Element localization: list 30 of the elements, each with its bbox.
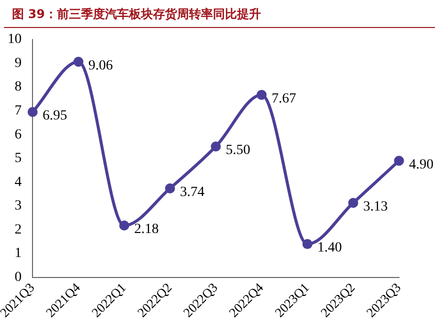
data-label: 3.74 bbox=[180, 185, 205, 200]
y-tick-label: 6 bbox=[14, 127, 22, 142]
data-label: 3.13 bbox=[363, 200, 388, 215]
chart-title: 图 39：前三季度汽车板块存货周转率同比提升 bbox=[4, 0, 435, 28]
point bbox=[28, 106, 38, 117]
point bbox=[73, 56, 84, 67]
data-label: 6.95 bbox=[42, 108, 68, 124]
data-label: 9.06 bbox=[88, 58, 113, 74]
data-label: 2.18 bbox=[134, 222, 159, 238]
point bbox=[119, 220, 130, 230]
y-tick-label: 2 bbox=[14, 222, 22, 238]
point bbox=[394, 156, 404, 166]
data-label: 7.67 bbox=[272, 92, 296, 107]
point bbox=[256, 90, 267, 100]
y-tick-label: 10 bbox=[8, 32, 22, 48]
point bbox=[348, 198, 358, 208]
point bbox=[302, 239, 312, 250]
data-label: 4.90 bbox=[409, 157, 434, 172]
y-tick-label: 5 bbox=[14, 151, 22, 166]
point bbox=[165, 183, 176, 194]
y-tick-label: 3 bbox=[14, 198, 22, 214]
y-tick-label: 0 bbox=[14, 270, 22, 286]
data-label: 5.50 bbox=[226, 143, 250, 158]
y-tick-label: 7 bbox=[14, 103, 22, 118]
point bbox=[210, 141, 221, 152]
y-tick-label: 4 bbox=[14, 174, 22, 190]
y-tick-label: 1 bbox=[14, 246, 22, 262]
y-tick-label: 8 bbox=[14, 80, 22, 95]
y-tick-label: 9 bbox=[14, 56, 22, 71]
data-label: 1.40 bbox=[317, 240, 342, 256]
